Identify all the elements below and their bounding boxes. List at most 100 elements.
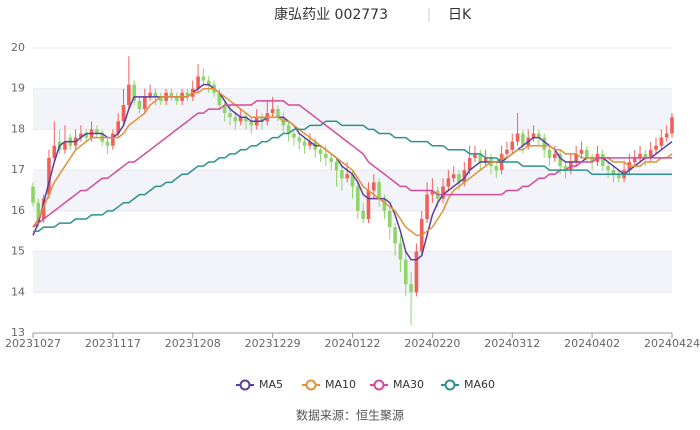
candle-body bbox=[542, 137, 546, 150]
candle-body bbox=[462, 170, 467, 183]
candle-body bbox=[537, 133, 541, 138]
candle-body bbox=[350, 174, 355, 187]
legend-label: MA30 bbox=[393, 378, 424, 391]
x-tick-label: 20231027 bbox=[5, 337, 61, 350]
candle-body bbox=[308, 141, 312, 146]
y-tick-label: 14 bbox=[11, 285, 25, 298]
candle-body bbox=[451, 174, 456, 179]
candle-body bbox=[430, 190, 435, 195]
x-tick-label: 20240424 bbox=[644, 337, 700, 350]
candle-body bbox=[31, 186, 35, 203]
candle-body bbox=[260, 117, 264, 122]
candle-body bbox=[41, 198, 46, 219]
x-tick-label: 20240220 bbox=[404, 337, 460, 350]
candle-body bbox=[292, 133, 296, 138]
y-tick-label: 17 bbox=[11, 163, 25, 176]
x-tick-label: 20240312 bbox=[484, 337, 540, 350]
candle-body bbox=[366, 190, 371, 219]
candle-body bbox=[334, 162, 339, 171]
ma-line bbox=[32, 83, 673, 261]
y-tick-label: 15 bbox=[11, 245, 25, 258]
candle-body bbox=[148, 92, 152, 97]
candle-body bbox=[425, 194, 429, 219]
candle-body bbox=[521, 133, 525, 146]
candle-body bbox=[632, 157, 637, 162]
candle-body bbox=[510, 141, 515, 150]
candle-body bbox=[36, 202, 41, 224]
y-tick-label: 13 bbox=[11, 326, 25, 339]
candle-body bbox=[558, 153, 562, 167]
candle-body bbox=[547, 149, 552, 158]
candle-body bbox=[95, 129, 99, 134]
candle-body bbox=[52, 145, 57, 158]
candle-body bbox=[616, 174, 621, 179]
legend-label: MA10 bbox=[325, 378, 356, 391]
candle-body bbox=[143, 96, 147, 110]
candle-body bbox=[467, 157, 472, 171]
candle-body bbox=[105, 141, 110, 146]
candle-body bbox=[228, 113, 232, 118]
legend-marker bbox=[373, 379, 385, 391]
candle-body bbox=[590, 157, 594, 162]
candle-body bbox=[648, 149, 653, 158]
candle-body bbox=[345, 174, 349, 179]
candle-body bbox=[185, 92, 190, 97]
legend-marker bbox=[305, 379, 317, 391]
candle-body bbox=[585, 149, 589, 158]
legend-marker bbox=[444, 379, 456, 391]
candle-body bbox=[600, 153, 605, 167]
candle-body bbox=[302, 141, 307, 146]
candle-body bbox=[515, 133, 520, 142]
candle-body bbox=[270, 109, 275, 114]
candle-body bbox=[579, 149, 584, 154]
y-tick-label: 20 bbox=[11, 41, 25, 54]
candle-body bbox=[483, 157, 488, 162]
candle-body bbox=[659, 137, 664, 146]
candle-body bbox=[664, 133, 669, 138]
candle-body bbox=[121, 105, 126, 122]
legend-label: MA5 bbox=[259, 378, 283, 391]
candle-body bbox=[403, 259, 408, 285]
candle-body bbox=[329, 157, 333, 162]
candle-body bbox=[233, 117, 238, 122]
candle-body bbox=[382, 198, 387, 211]
candle-body bbox=[643, 153, 648, 158]
candle-body bbox=[409, 284, 413, 293]
candle-body bbox=[297, 137, 302, 142]
candle-body bbox=[174, 96, 179, 101]
candle-body bbox=[457, 174, 461, 183]
candle-body bbox=[372, 182, 376, 191]
candle-body bbox=[356, 186, 360, 211]
candle-body bbox=[249, 121, 254, 126]
candle-body bbox=[377, 182, 381, 199]
candle-body bbox=[531, 133, 536, 138]
candle-body bbox=[244, 117, 248, 122]
grid-band bbox=[33, 251, 672, 293]
candle-body bbox=[606, 166, 610, 171]
legend-label: MA60 bbox=[464, 378, 495, 391]
candle-body bbox=[217, 92, 222, 105]
y-tick-label: 16 bbox=[11, 204, 25, 217]
candle-body bbox=[111, 133, 115, 146]
candle-body bbox=[47, 157, 51, 195]
chart-period: 日K bbox=[448, 7, 472, 23]
candle-body bbox=[398, 243, 403, 260]
candle-body bbox=[84, 133, 89, 138]
candle-body bbox=[340, 170, 344, 179]
candle-body bbox=[116, 121, 120, 134]
candle-body bbox=[324, 153, 328, 158]
candle-body bbox=[361, 210, 365, 219]
candle-body bbox=[393, 227, 397, 244]
candle-body bbox=[169, 92, 174, 97]
candle-body bbox=[318, 149, 323, 154]
candle-body bbox=[638, 153, 642, 158]
x-tick-label: 20231229 bbox=[245, 337, 301, 350]
x-tick-label: 20240402 bbox=[564, 337, 620, 350]
candle-body bbox=[132, 84, 136, 101]
candle-body bbox=[238, 117, 243, 122]
candle-body bbox=[414, 251, 419, 293]
candle-body bbox=[153, 92, 158, 97]
candle-body bbox=[654, 145, 658, 150]
ma-line bbox=[33, 120, 672, 232]
